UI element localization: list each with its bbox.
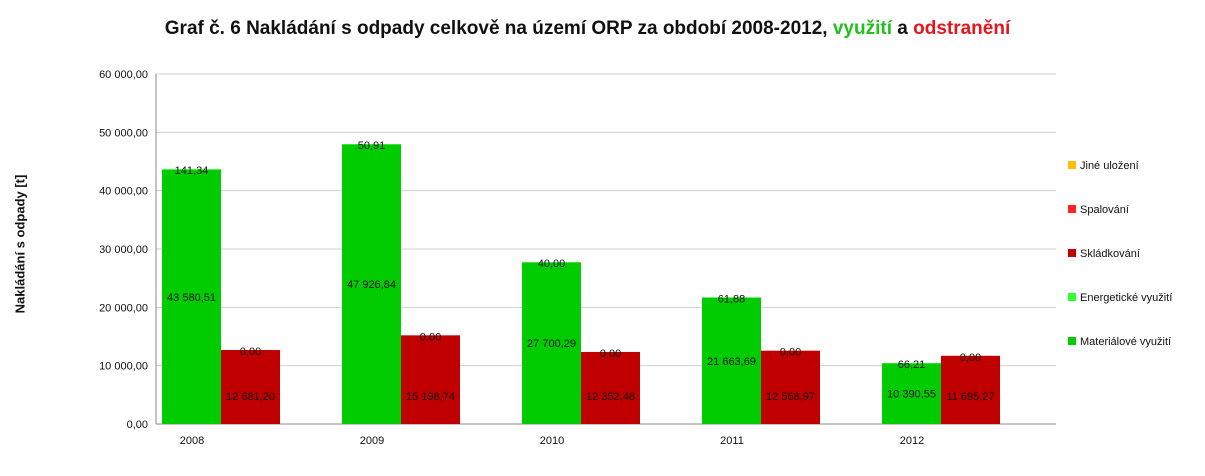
data-label-materialove: 43 580,51 <box>167 292 216 304</box>
y-tick-label: 0,00 <box>127 419 148 431</box>
data-label-spalovani: 0,00 <box>960 352 981 364</box>
chart-title-word-red: odstranění <box>913 18 1011 39</box>
y-tick-label: 20 000,00 <box>99 302 148 314</box>
legend-label-jine: Jiné uložení <box>1080 160 1139 172</box>
y-tick-label: 50 000,00 <box>99 127 148 139</box>
chart-title-connector: a <box>897 18 908 39</box>
legend-swatch-skladkovani <box>1068 249 1076 257</box>
data-label-spalovani: 0,00 <box>240 346 261 358</box>
bar-skladkovani <box>761 350 820 424</box>
data-label-energeticke: 141,34 <box>175 165 209 177</box>
legend-swatch-jine <box>1068 161 1076 169</box>
bar-skladkovani <box>221 350 280 424</box>
bar-skladkovani <box>941 355 1000 424</box>
legend-label-spalovani: Spalování <box>1080 204 1129 216</box>
bar-skladkovani <box>581 351 640 424</box>
data-label-skladkovani: 12 681,20 <box>226 391 275 403</box>
chart-title: Graf č. 6 Nakládání s odpady celkově na … <box>0 18 1175 40</box>
chart-title-main: Graf č. 6 Nakládání s odpady celkově na … <box>164 18 828 39</box>
legend-item-energeticke: Energetické využití <box>1068 292 1172 304</box>
data-label-materialove: 10 390,55 <box>887 389 936 401</box>
chart-title-word-green: využití <box>832 18 892 39</box>
legend-swatch-energeticke <box>1068 293 1076 301</box>
bar-materialove <box>882 363 941 424</box>
data-label-spalovani: 0,00 <box>600 348 621 360</box>
y-tick-label: 60 000,00 <box>99 69 148 81</box>
data-label-energeticke: 66,21 <box>898 359 926 371</box>
data-label-materialove: 21 663,69 <box>707 356 756 368</box>
legend-label-skladkovani: Skládkování <box>1080 248 1140 260</box>
data-label-skladkovani: 12 568,97 <box>766 391 815 403</box>
x-tick-label: 2012 <box>900 435 924 447</box>
data-label-materialove: 27 700,29 <box>527 338 576 350</box>
y-tick-label: 30 000,00 <box>99 244 148 256</box>
y-tick-label: 10 000,00 <box>99 361 148 373</box>
data-label-energeticke: 40,00 <box>538 258 566 270</box>
legend-item-skladkovani: Skládkování <box>1068 248 1140 260</box>
data-label-energeticke: 50,91 <box>358 140 386 152</box>
data-label-skladkovani: 12 352,48 <box>586 391 635 403</box>
data-label-skladkovani: 15 198,74 <box>406 391 455 403</box>
y-tick-label: 40 000,00 <box>99 186 148 198</box>
data-label-skladkovani: 11 695,27 <box>946 391 994 403</box>
x-tick-label: 2011 <box>720 435 744 447</box>
bar-materialove <box>522 262 581 424</box>
bar-materialove <box>342 144 401 425</box>
legend-label-energeticke: Energetické využití <box>1080 292 1173 304</box>
legend-swatch-materialove <box>1068 337 1076 345</box>
x-tick-label: 2008 <box>180 435 204 447</box>
legend-item-jine: Jiné uložení <box>1068 160 1139 172</box>
legend-label-materialove: Materiálové využití <box>1080 336 1172 348</box>
x-tick-label: 2010 <box>540 435 564 447</box>
bar-materialove <box>162 169 221 424</box>
data-label-materialove: 47 926,84 <box>347 279 396 291</box>
data-label-spalovani: 0,00 <box>420 331 441 343</box>
bar-materialove <box>702 297 761 424</box>
bar-energeticke <box>162 168 221 170</box>
x-tick-label: 2009 <box>360 435 384 447</box>
bar-skladkovani <box>401 335 460 424</box>
legend-swatch-spalovani <box>1068 205 1076 213</box>
legend-item-materialove: Materiálové využití <box>1068 336 1171 348</box>
data-label-spalovani: 0,00 <box>780 347 801 359</box>
legend-item-spalovani: Spalování <box>1068 204 1129 216</box>
data-label-energeticke: 61,88 <box>718 293 746 305</box>
